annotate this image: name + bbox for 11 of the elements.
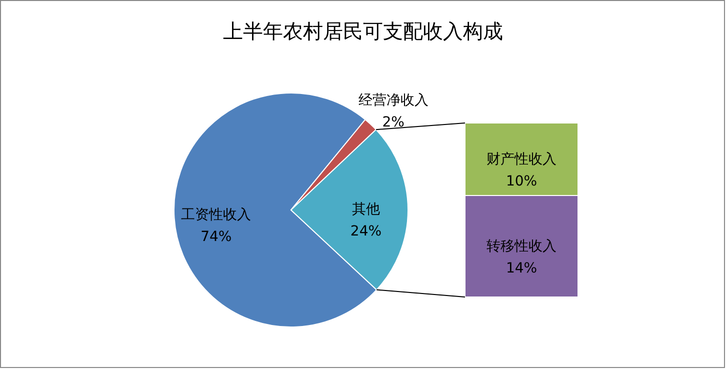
series-label: 转移性收入: [486, 238, 556, 254]
data-label: 74%: [200, 228, 232, 245]
slice-label: 经营净收入: [358, 92, 428, 108]
data-label: 14%: [506, 260, 538, 276]
data-label: 24%: [350, 224, 382, 240]
slice-label: 其他: [352, 202, 380, 218]
data-label: 2%: [382, 114, 404, 130]
chart-title: 上半年农村居民可支配收入构成: [223, 19, 503, 43]
series-label: 财产性收入: [486, 151, 556, 168]
data-label: 10%: [506, 173, 538, 190]
slice-label: 工资性收入: [181, 206, 252, 223]
